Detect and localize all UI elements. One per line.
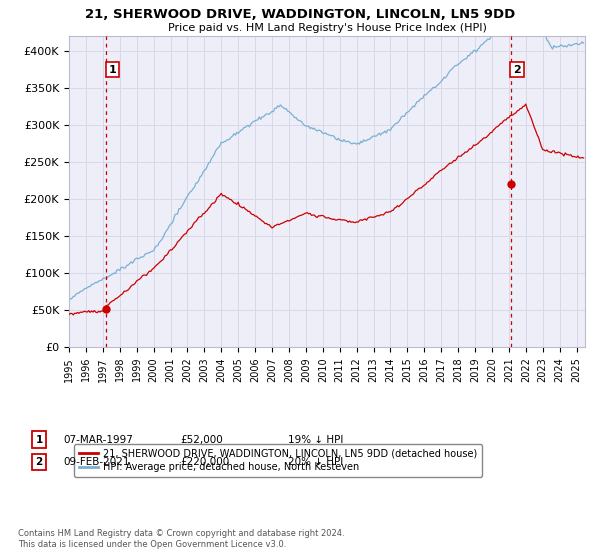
Text: £220,000: £220,000 [180, 457, 229, 467]
Text: 07-MAR-1997: 07-MAR-1997 [63, 435, 133, 445]
Text: £52,000: £52,000 [180, 435, 223, 445]
Title: Price paid vs. HM Land Registry's House Price Index (HPI): Price paid vs. HM Land Registry's House … [167, 23, 487, 33]
Text: 2: 2 [513, 65, 521, 74]
Text: 21, SHERWOOD DRIVE, WADDINGTON, LINCOLN, LN5 9DD: 21, SHERWOOD DRIVE, WADDINGTON, LINCOLN,… [85, 8, 515, 21]
Text: 1: 1 [35, 435, 43, 445]
Legend: 21, SHERWOOD DRIVE, WADDINGTON, LINCOLN, LN5 9DD (detached house), HPI: Average : 21, SHERWOOD DRIVE, WADDINGTON, LINCOLN,… [74, 444, 482, 477]
Text: Contains HM Land Registry data © Crown copyright and database right 2024.
This d: Contains HM Land Registry data © Crown c… [18, 529, 344, 549]
Text: 1: 1 [109, 65, 116, 74]
Text: 20% ↓ HPI: 20% ↓ HPI [288, 457, 343, 467]
Text: 2: 2 [35, 457, 43, 467]
Text: 09-FEB-2021: 09-FEB-2021 [63, 457, 130, 467]
Text: 19% ↓ HPI: 19% ↓ HPI [288, 435, 343, 445]
